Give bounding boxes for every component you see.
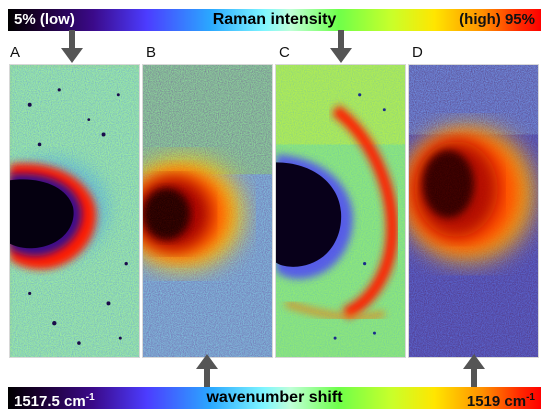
raman-map-b <box>142 64 273 358</box>
intensity-low-label: 5% (low) <box>14 11 75 28</box>
intensity-colorbar: 5% (low) Raman intensity (high) 95% <box>8 9 541 31</box>
wavenumber-low-unit-sup: -1 <box>85 392 95 403</box>
wavenumber-high-unit-sup: -1 <box>526 392 535 403</box>
arrow-down-icon <box>61 30 83 63</box>
arrow-up-icon <box>463 354 485 388</box>
wavenumber-high-value: 1519 cm <box>466 393 527 410</box>
raman-map-a <box>9 64 140 358</box>
arrow-down-icon <box>330 30 352 63</box>
wavenumber-low-value: 1517.5 cm <box>14 393 86 410</box>
raman-map-c <box>275 64 406 358</box>
panel-c-label: C <box>279 44 290 61</box>
wavenumber-low-label: 1517.5 cm-1 <box>14 387 95 413</box>
wavenumber-high-label: 1519 cm-1 <box>467 387 535 413</box>
panel-d-label: D <box>412 44 423 61</box>
wavenumber-title: wavenumber shift <box>206 389 343 406</box>
intensity-high-label: (high) 95% <box>459 11 535 28</box>
panel-b-label: B <box>146 44 157 61</box>
wavenumber-colorbar: 1517.5 cm-1 wavenumber shift 1519 cm-1 <box>8 387 541 410</box>
panel-a-label: A <box>10 44 21 61</box>
arrow-up-icon <box>196 354 218 388</box>
raman-map-d <box>408 64 539 358</box>
intensity-title: Raman intensity <box>212 11 337 28</box>
